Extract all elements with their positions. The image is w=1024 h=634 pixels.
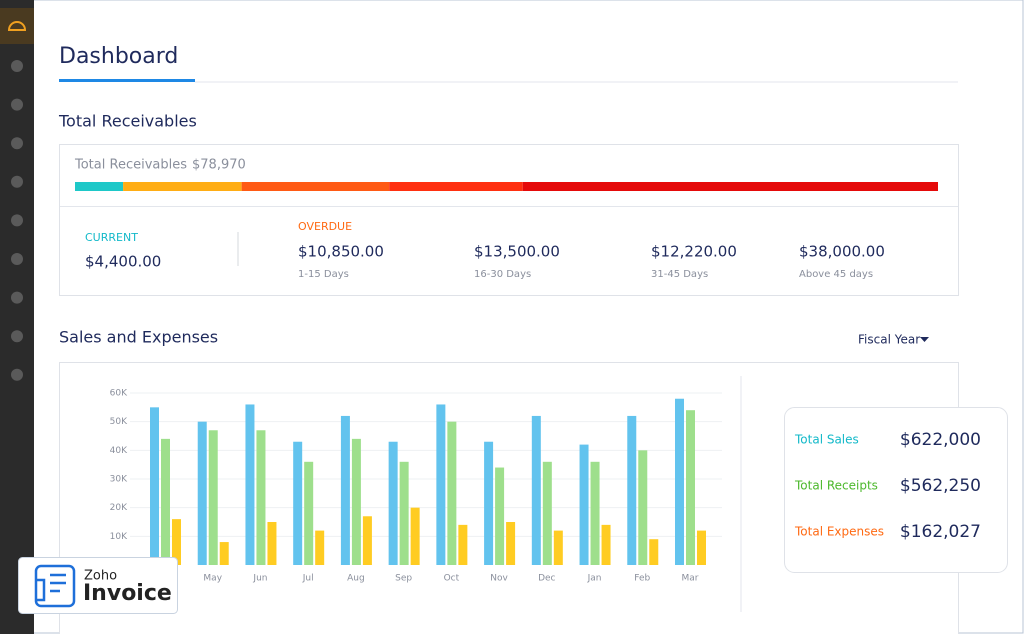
x-tick-label: Mar (682, 574, 699, 584)
bar (554, 531, 563, 565)
card-label: Total Receivables (74, 158, 187, 173)
bar (304, 462, 313, 565)
sidebar-icon (11, 137, 23, 149)
x-tick-label: Nov (490, 574, 508, 584)
x-tick-label: Aug (347, 574, 365, 584)
bar (447, 422, 456, 565)
legend-label: Total Sales (794, 433, 859, 447)
x-tick-label: May (203, 574, 222, 584)
sidebar-icon (11, 253, 23, 265)
bar (341, 416, 350, 565)
receivables-bar (75, 182, 938, 191)
x-tick-label: Jun (252, 574, 267, 584)
bar (293, 442, 302, 565)
bar (161, 439, 170, 565)
bar (495, 468, 504, 565)
bar (150, 407, 159, 565)
bar (411, 508, 420, 565)
bar (389, 442, 398, 565)
bar (198, 422, 207, 565)
section-heading: Sales and Expenses (59, 328, 218, 347)
bar (363, 516, 372, 565)
sidebar (0, 0, 34, 634)
bar (675, 399, 684, 565)
x-tick-label: Dec (538, 574, 555, 584)
x-tick-label: Oct (444, 574, 460, 584)
bar (543, 462, 552, 565)
receivable-amount: $38,000.00 (799, 243, 885, 261)
bar (436, 404, 445, 565)
bar (400, 462, 409, 565)
bar (209, 430, 218, 565)
bar (506, 522, 515, 565)
y-tick-label: 40K (110, 446, 128, 456)
receivable-amount: $12,220.00 (651, 243, 737, 261)
y-tick-label: 10K (110, 532, 128, 542)
bar (532, 416, 541, 565)
bar (697, 531, 706, 565)
card-total: $78,970 (192, 158, 246, 173)
receivable-range: 16-30 Days (474, 269, 531, 280)
sidebar-icon (11, 99, 23, 111)
bar (267, 522, 276, 565)
bar (580, 445, 589, 565)
bar (245, 404, 254, 565)
bar (591, 462, 600, 565)
section-heading: Total Receivables (58, 112, 197, 131)
x-tick-label: Sep (395, 574, 412, 584)
bar (686, 410, 695, 565)
overdue-label: OVERDUE (298, 220, 352, 233)
receivable-segment (523, 182, 938, 191)
receivable-segment (123, 182, 242, 191)
receivable-segment (75, 182, 123, 191)
title-underline (59, 79, 195, 82)
bar (220, 542, 229, 565)
bar (649, 539, 658, 565)
bar (484, 442, 493, 565)
sidebar-icon (11, 330, 23, 342)
sidebar-icon (11, 60, 23, 72)
sidebar-active[interactable] (0, 8, 34, 44)
y-tick-label: 20K (110, 503, 128, 513)
bar (638, 450, 647, 565)
x-tick-label: Feb (634, 574, 650, 584)
total-value: $162,027 (900, 522, 981, 542)
legend-label: Total Expenses (794, 525, 884, 539)
bar (627, 416, 636, 565)
logo-product: Invoice (83, 581, 172, 606)
current-label: CURRENT (85, 231, 138, 244)
y-tick-label: 50K (110, 417, 128, 427)
receivable-range: 1-15 Days (298, 269, 349, 280)
total-value: $622,000 (900, 430, 981, 450)
bar (256, 430, 265, 565)
period-select[interactable]: Fiscal Year (858, 333, 920, 347)
bar (602, 525, 611, 565)
sidebar-icon (11, 176, 23, 188)
sidebar-icon (11, 292, 23, 304)
x-tick-label: Jul (302, 574, 314, 584)
y-tick-label: 30K (110, 475, 128, 485)
sidebar-icons (11, 60, 23, 381)
receivable-range: 31-45 Days (651, 269, 708, 280)
receivable-range: Above 45 days (799, 269, 873, 280)
receivable-amount: $13,500.00 (474, 243, 560, 261)
bar (315, 531, 324, 565)
page-title: Dashboard (59, 44, 178, 69)
bar (458, 525, 467, 565)
sidebar-icon (11, 214, 23, 226)
sidebar-icon (11, 369, 23, 381)
y-tick-label: 60K (110, 389, 128, 399)
receivable-segment (242, 182, 390, 191)
x-tick-label: Jan (587, 574, 602, 584)
total-value: $562,250 (900, 476, 981, 496)
legend-label: Total Receipts (794, 479, 878, 493)
receivable-segment (389, 182, 523, 191)
bar (352, 439, 361, 565)
receivable-amount: $10,850.00 (298, 243, 384, 261)
receivable-amount: $4,400.00 (85, 253, 161, 271)
